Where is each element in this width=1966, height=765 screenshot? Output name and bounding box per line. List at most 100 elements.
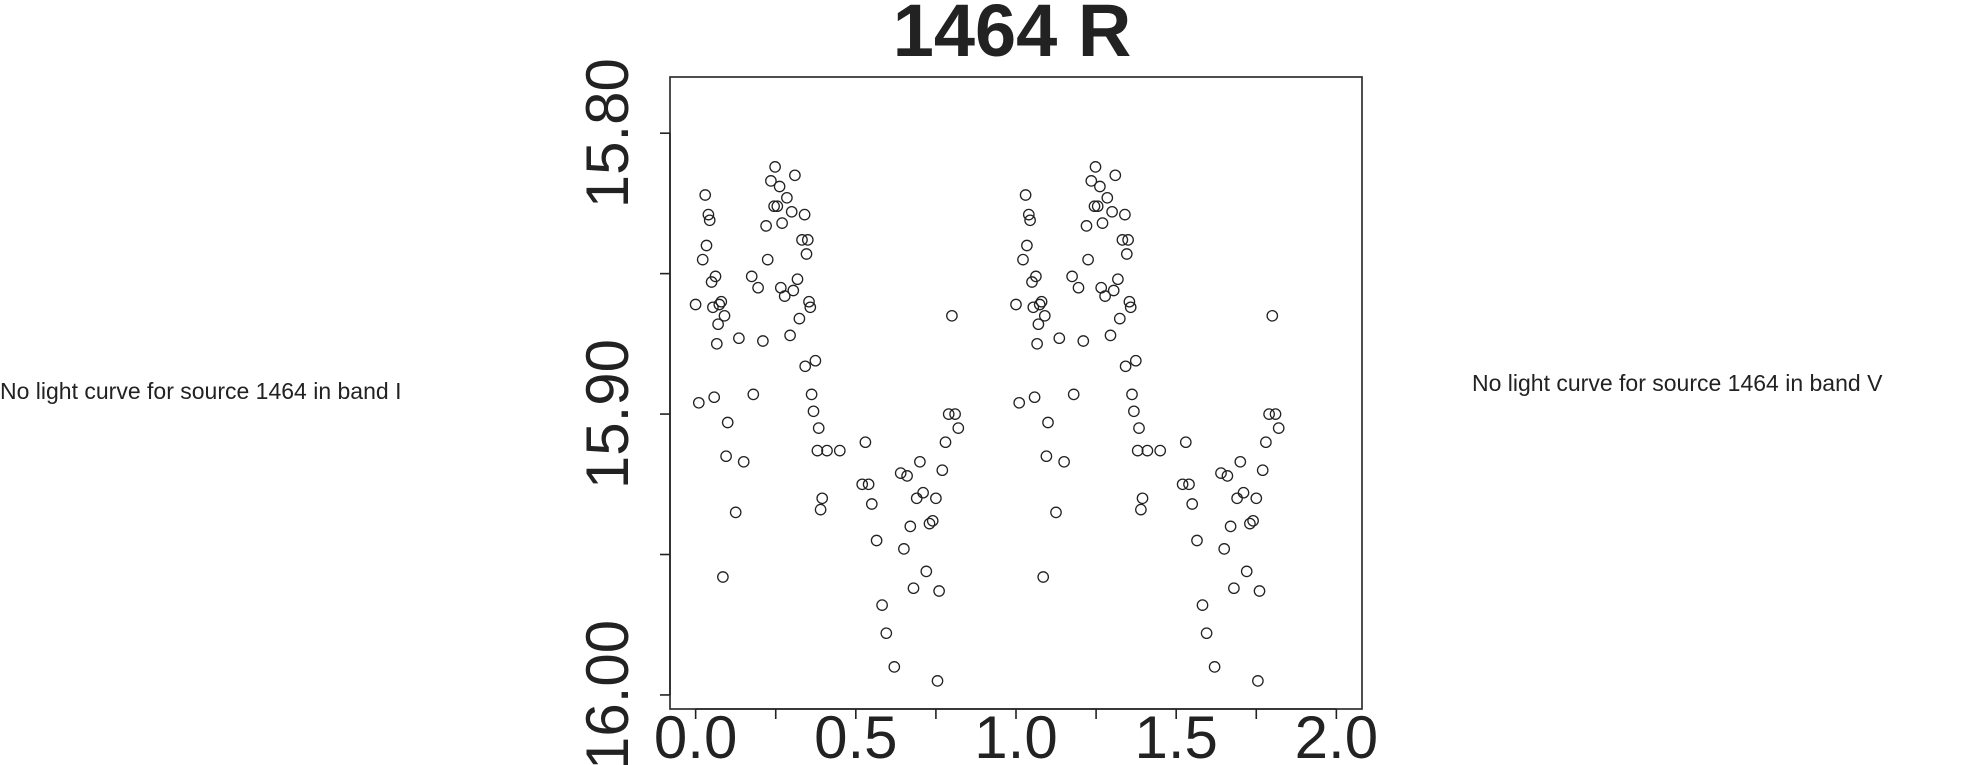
axes: 0.0 0.5 1.0 1.5 2.0 15.80 15.90 16.00 [574, 58, 1378, 765]
data-point [745, 270, 758, 283]
data-point [904, 520, 917, 533]
data-point [769, 161, 781, 173]
data-point [931, 675, 944, 687]
data-point [1253, 585, 1266, 597]
data-point [923, 517, 936, 530]
data-point [1266, 309, 1279, 322]
data-point [1013, 396, 1026, 409]
data-point [784, 329, 796, 342]
data-point [1215, 467, 1227, 479]
data-point [1028, 391, 1041, 404]
data-point [809, 354, 822, 367]
y-tick-label: 15.90 [574, 339, 641, 489]
data-point [773, 180, 786, 193]
data-point [910, 492, 923, 505]
x-tick-label: 0.0 [654, 704, 737, 765]
data-point [1113, 312, 1126, 325]
data-point [1131, 444, 1144, 457]
data-point [803, 295, 815, 308]
data-point [1085, 175, 1098, 187]
data-point [776, 217, 788, 229]
data-point [1244, 517, 1256, 530]
data-point [708, 391, 721, 404]
data-point [1058, 455, 1070, 468]
data-point [1017, 253, 1029, 266]
data-point [1135, 503, 1147, 516]
data-point [1104, 329, 1117, 342]
data-point [1038, 309, 1051, 322]
data-point [1252, 675, 1264, 687]
data-point [1123, 295, 1136, 308]
data-point [709, 270, 722, 283]
data-point [880, 627, 893, 640]
data-point [1010, 298, 1022, 311]
data-point [1260, 436, 1272, 449]
data-point [1109, 169, 1122, 182]
data-point [926, 514, 939, 527]
data-point [811, 444, 824, 457]
data-point [1179, 436, 1192, 449]
data-point [876, 599, 888, 611]
data-point [737, 455, 750, 468]
y-tick-label: 16.00 [574, 620, 641, 765]
data-point [1176, 478, 1189, 491]
data-point [798, 208, 811, 221]
data-point [757, 335, 769, 347]
data-point [791, 273, 804, 286]
data-point [699, 189, 712, 201]
x-tick-label: 1.5 [1134, 704, 1217, 765]
data-point [865, 498, 878, 510]
data-point [1091, 200, 1104, 213]
data-point [856, 478, 869, 491]
data-point [1191, 534, 1203, 547]
data-point [1133, 422, 1145, 434]
data-point [942, 408, 955, 420]
data-point [1183, 478, 1195, 491]
data-point [1077, 335, 1090, 347]
data-point [721, 416, 734, 429]
data-point [733, 332, 745, 345]
missing-band-v-note: No light curve for source 1464 in band V [1472, 370, 1883, 396]
data-point [1128, 405, 1140, 418]
data-point [718, 309, 731, 322]
data-point [747, 388, 760, 401]
data-point [952, 422, 965, 434]
data-point [933, 585, 945, 597]
data-point [1021, 239, 1033, 252]
data-point [1089, 161, 1102, 173]
data-point [793, 312, 806, 325]
data-point [888, 661, 901, 673]
data-point [1024, 214, 1036, 227]
data-point [703, 214, 716, 227]
data-point [907, 582, 920, 595]
data-point [1218, 543, 1231, 555]
data-point [1035, 295, 1048, 308]
data-point [729, 506, 742, 519]
data-point [1033, 298, 1046, 311]
data-point [1141, 444, 1154, 457]
data-point [1053, 332, 1066, 345]
data-point [1120, 248, 1133, 260]
data-point [1096, 217, 1109, 229]
data-point [1050, 506, 1062, 519]
data-point [1119, 360, 1132, 373]
data-point [752, 281, 764, 294]
data-point [1116, 234, 1129, 246]
data-point [1037, 571, 1050, 583]
data-point [898, 543, 910, 555]
data-point [920, 565, 933, 578]
x-tick-label: 2.0 [1295, 704, 1378, 765]
data-point [789, 169, 801, 182]
data-point [1094, 180, 1106, 193]
data-point [1122, 234, 1134, 246]
data-point [761, 253, 774, 266]
missing-band-i-note: No light curve for source 1464 in band I [0, 378, 402, 404]
data-point [1101, 191, 1114, 204]
data-point [720, 450, 732, 463]
data-point [696, 253, 709, 266]
data-point [781, 191, 793, 204]
data-point [1099, 290, 1111, 302]
data-point [1124, 301, 1137, 314]
data-point [804, 301, 817, 314]
